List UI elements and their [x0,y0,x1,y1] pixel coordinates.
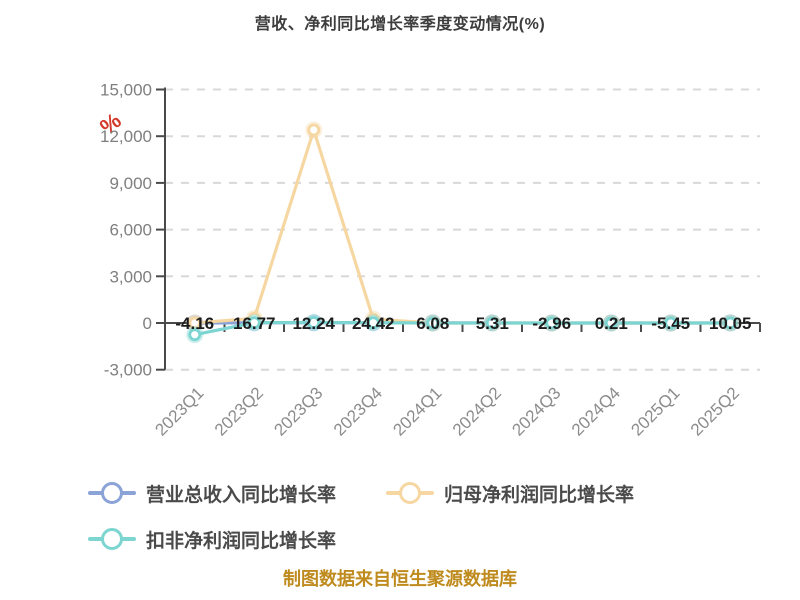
x-axis-label: 2024Q4 [568,383,624,439]
x-axis-label: 2025Q1 [627,383,683,439]
series-marker [366,316,380,330]
legend-row-2: 扣非净利润同比增长率 [88,516,634,562]
legend-item-net-profit-growth[interactable]: 归母净利润同比增长率 [386,480,634,507]
chart-legend: 营业总收入同比增长率 归母净利润同比增长率 扣非净利润同比增长率 [88,470,634,562]
data-source-caption: 制图数据来自恒生聚源数据库 [283,569,517,589]
y-axis-label: 9,000 [109,174,152,193]
legend-marker-net-profit-growth [386,482,435,504]
legend-label-deducted-net-profit-growth: 扣非净利润同比增长率 [146,530,337,552]
series-marker [307,123,321,137]
legend-marker-deducted-net-profit-growth [88,528,136,550]
series-marker [604,316,618,330]
data-label: 16.77 [233,314,276,333]
data-label: 0.21 [595,314,628,333]
series-marker [247,316,261,330]
y-axis-label: -3,000 [104,361,152,380]
series-marker [188,316,202,330]
x-axis-label: 2024Q1 [389,383,445,439]
legend-marker-revenue-growth [88,482,136,504]
series-marker [485,316,499,330]
x-axis-label: 2023Q1 [151,383,207,439]
chart-title: 营收、净利同比增长率季度变动情况(%) [254,16,546,33]
legend-row-1: 营业总收入同比增长率 归母净利润同比增长率 [88,470,634,516]
x-axis-label: 2023Q4 [330,383,386,439]
series-marker [545,316,559,330]
data-label: -4.16 [175,314,214,333]
legend-item-revenue-growth[interactable]: 营业总收入同比增长率 [88,480,336,507]
series-marker [664,316,678,330]
legend-dot-icon [101,482,123,504]
data-label: 12.24 [292,314,335,333]
series-marker [723,316,737,330]
x-axis-label: 2025Q2 [687,383,743,439]
legend-dot-icon [399,482,422,504]
series-marker [188,328,202,342]
legend-item-deducted-net-profit-growth[interactable]: 扣非净利润同比增长率 [88,526,336,553]
data-label: -2.96 [532,314,571,333]
legend-dot-icon [101,528,123,550]
x-axis-label: 2024Q2 [449,383,505,439]
x-axis-label: 2024Q3 [508,383,564,439]
series-line-2 [193,320,732,337]
data-label: 5.31 [476,314,509,333]
data-label: 24.42 [352,314,395,333]
y-axis-label: 0 [143,314,152,333]
series-line-1 [193,128,732,325]
series-marker [426,316,440,330]
data-label: 6.08 [416,314,449,333]
y-axis-label: 15,000 [100,81,152,100]
y-axis-label: 6,000 [109,221,152,240]
data-label: -5.45 [651,314,690,333]
legend-label-net-profit-growth: 归母净利润同比增长率 [444,484,635,506]
x-axis-label: 2023Q2 [211,383,267,439]
y-axis-label: 3,000 [109,267,152,286]
y-axis-label: 12,000 [100,127,152,146]
x-axis-label: 2023Q3 [270,383,326,439]
data-label: 10.05 [709,314,752,333]
legend-label-revenue-growth: 营业总收入同比增长率 [146,484,337,506]
series-marker [307,316,321,329]
